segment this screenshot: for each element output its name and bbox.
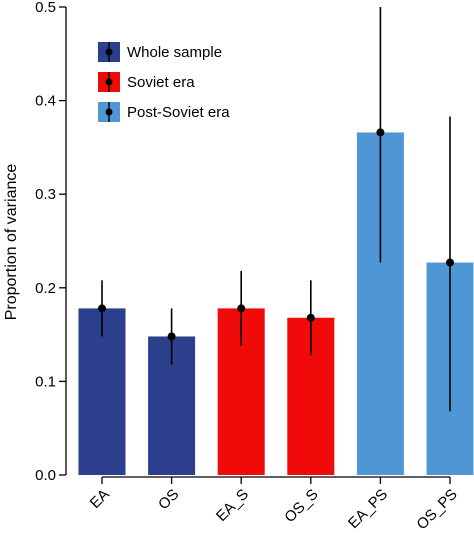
legend-item: Soviet era <box>98 72 195 92</box>
legend: Whole sample Soviet era Post-Soviet era <box>98 42 230 122</box>
x-tick-label: OS <box>155 486 182 513</box>
legend-label: Soviet era <box>127 74 195 91</box>
legend-item: Whole sample <box>98 42 222 62</box>
point-estimate-ea <box>98 304 106 313</box>
y-axis-label: Proportion of variance <box>3 164 20 321</box>
x-tick-label: EA <box>87 486 113 512</box>
point-estimate-os-ps <box>446 258 454 267</box>
legend-item: Post-Soviet era <box>98 102 230 122</box>
bars <box>78 132 474 475</box>
x-tick-label: EA_PS <box>345 486 391 532</box>
point-estimate-ea-s <box>237 304 246 313</box>
error-bars <box>98 7 454 412</box>
x-tick-label: OS_S <box>281 486 321 526</box>
y-tick-label: 0.4 <box>35 93 56 110</box>
y-tick-label: 0.0 <box>35 467 56 484</box>
y-tick-label: 0.2 <box>35 280 56 297</box>
y-axis: 0.0 0.1 0.2 0.3 0.4 0.5 <box>35 0 67 484</box>
legend-point-glyph <box>105 78 113 86</box>
x-axis: EA OS EA_S OS_S EA_PS OS_PS <box>87 476 461 533</box>
legend-label: Post-Soviet era <box>127 104 230 121</box>
point-estimate-ea-ps <box>376 128 385 137</box>
point-estimate-os-s <box>306 313 315 322</box>
y-tick-label: 0.3 <box>35 186 56 203</box>
legend-label: Whole sample <box>127 44 222 61</box>
point-estimate-os <box>167 332 176 341</box>
legend-point-glyph <box>105 48 113 56</box>
y-tick-label: 0.1 <box>35 373 56 390</box>
x-tick-label: EA_S <box>213 486 252 525</box>
x-tick-label: OS_PS <box>413 486 460 533</box>
y-tick-label: 0.5 <box>35 0 56 16</box>
legend-point-glyph <box>105 108 113 116</box>
